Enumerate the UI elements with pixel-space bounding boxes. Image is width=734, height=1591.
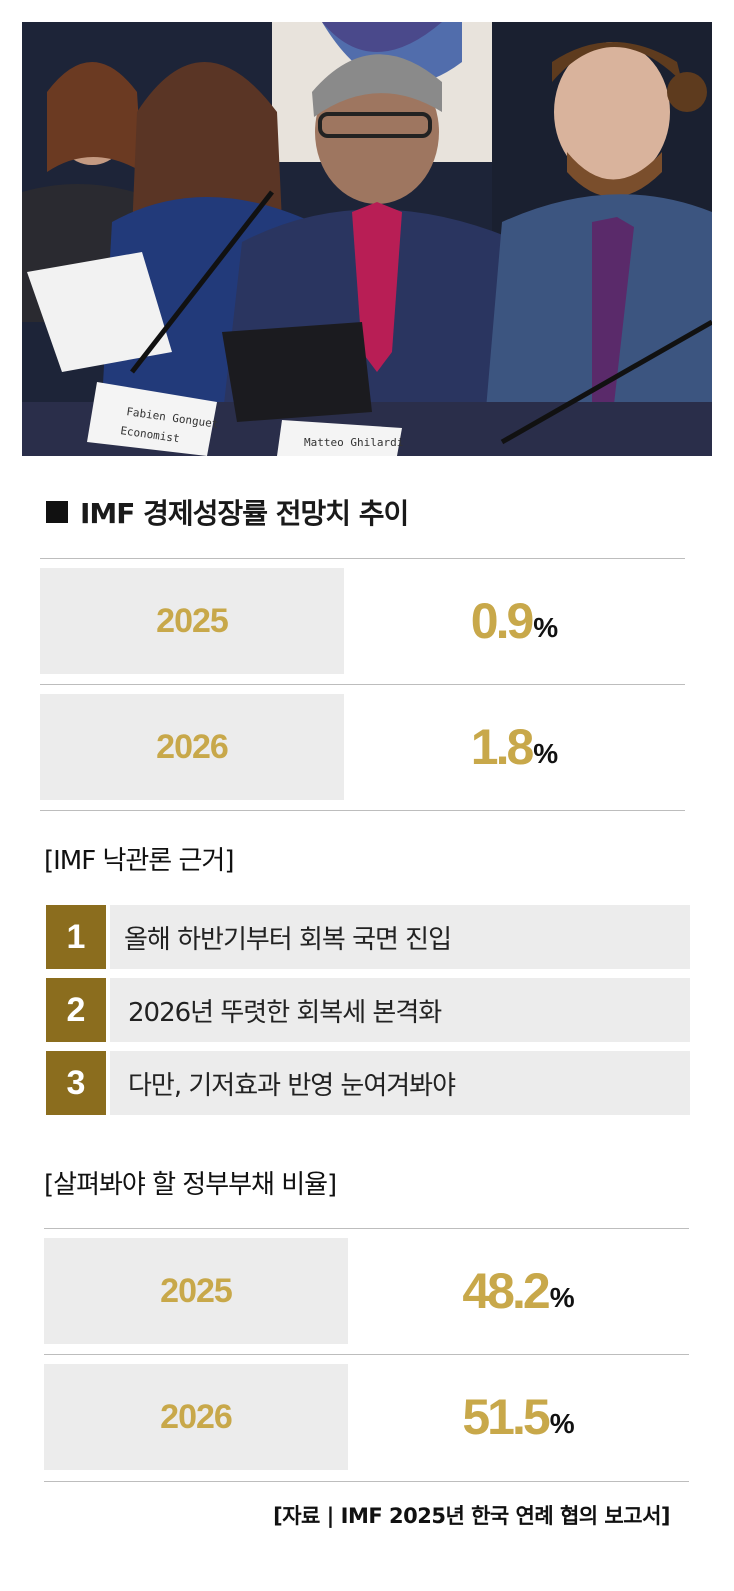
reason-number-badge: 1 <box>46 905 110 969</box>
growth-value: 0.9% <box>344 568 685 674</box>
divider <box>40 810 685 811</box>
divider <box>44 1354 689 1355</box>
reason-text: 2026년 뚜렷한 회복세 본격화 <box>128 997 442 1028</box>
black-square-icon <box>46 501 68 523</box>
debt-row-2025: 2025 48.2% <box>44 1238 689 1344</box>
growth-row-2026: 2026 1.8% <box>40 694 685 800</box>
growth-title: IMF 경제성장률 전망치 추이 <box>46 492 409 532</box>
value-number: 1.8 <box>470 719 534 775</box>
divider <box>44 1228 689 1229</box>
value-unit: % <box>549 1282 575 1313</box>
reason-item-3: 3 다만, 기저효과 반영 눈여겨봐야 <box>46 1051 690 1115</box>
debt-value: 51.5% <box>348 1364 689 1470</box>
divider <box>40 684 685 685</box>
year-label: 2026 <box>44 1364 348 1470</box>
debt-value: 48.2% <box>348 1238 689 1344</box>
year-label: 2025 <box>40 568 344 674</box>
divider <box>44 1481 689 1482</box>
reason-text: 다만, 기저효과 반영 눈여겨봐야 <box>128 1070 456 1101</box>
value-number: 0.9 <box>470 593 534 649</box>
source-caption: [자료 | IMF 2025년 한국 연례 협의 보고서] <box>273 1504 670 1528</box>
debt-row-2026: 2026 51.5% <box>44 1364 689 1470</box>
reason-item-2: 2 2026년 뚜렷한 회복세 본격화 <box>46 978 690 1042</box>
reason-text: 올해 하반기부터 회복 국면 진입 <box>124 924 452 955</box>
growth-value: 1.8% <box>344 694 685 800</box>
year-label: 2026 <box>40 694 344 800</box>
reason-number-badge: 2 <box>46 978 110 1042</box>
nameplate-ghilardi: Matteo Ghilardi <box>304 436 403 449</box>
reasons-title: [IMF 낙관론 근거] <box>44 846 234 876</box>
growth-row-2025: 2025 0.9% <box>40 568 685 674</box>
value-number: 48.2 <box>462 1263 550 1319</box>
growth-title-text: IMF 경제성장률 전망치 추이 <box>80 497 409 530</box>
reason-number-badge: 3 <box>46 1051 110 1115</box>
debt-title: [살펴봐야 할 정부부채 비율] <box>44 1170 337 1200</box>
value-number: 51.5 <box>462 1389 550 1445</box>
value-unit: % <box>533 738 559 769</box>
reason-item-1: 1 올해 하반기부터 회복 국면 진입 <box>46 905 690 969</box>
value-unit: % <box>549 1408 575 1439</box>
press-conference-photo: Fabien Gonguet Economist Matteo Ghilardi <box>22 22 712 456</box>
divider <box>40 558 685 559</box>
year-label: 2025 <box>44 1238 348 1344</box>
value-unit: % <box>533 612 559 643</box>
